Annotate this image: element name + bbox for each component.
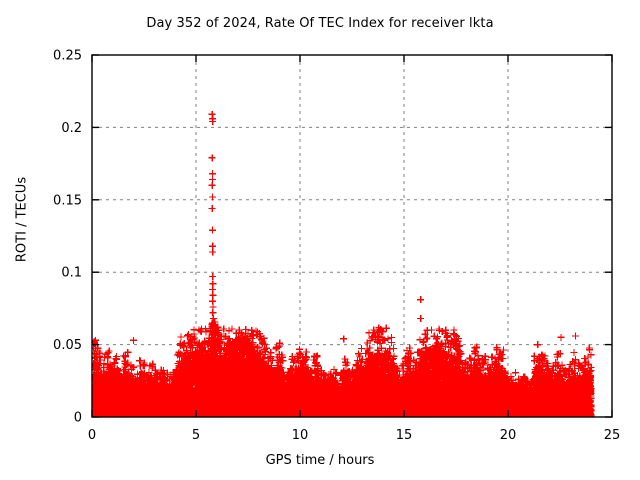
svg-text:5: 5 (192, 428, 200, 443)
svg-text:0.15: 0.15 (53, 193, 82, 208)
svg-text:10: 10 (292, 428, 309, 443)
y-axis-label: ROTI / TECUs (15, 150, 30, 290)
svg-text:20: 20 (500, 428, 517, 443)
x-axis-label: GPS time / hours (0, 453, 640, 468)
svg-text:0.25: 0.25 (53, 49, 82, 64)
data-points (92, 110, 595, 417)
svg-text:0.05: 0.05 (53, 338, 82, 353)
svg-text:0.1: 0.1 (61, 266, 82, 281)
svg-text:15: 15 (396, 428, 413, 443)
svg-text:0: 0 (88, 428, 96, 443)
plot-border (91, 54, 613, 418)
chart-title: Day 352 of 2024, Rate Of TEC Index for r… (0, 16, 640, 31)
svg-text:25: 25 (604, 428, 621, 443)
svg-text:0: 0 (74, 411, 82, 426)
tick-labels: 0 0.05 0.1 0.15 0.2 0.25 0 5 10 15 20 25 (53, 49, 620, 444)
svg-text:0.2: 0.2 (61, 121, 82, 136)
